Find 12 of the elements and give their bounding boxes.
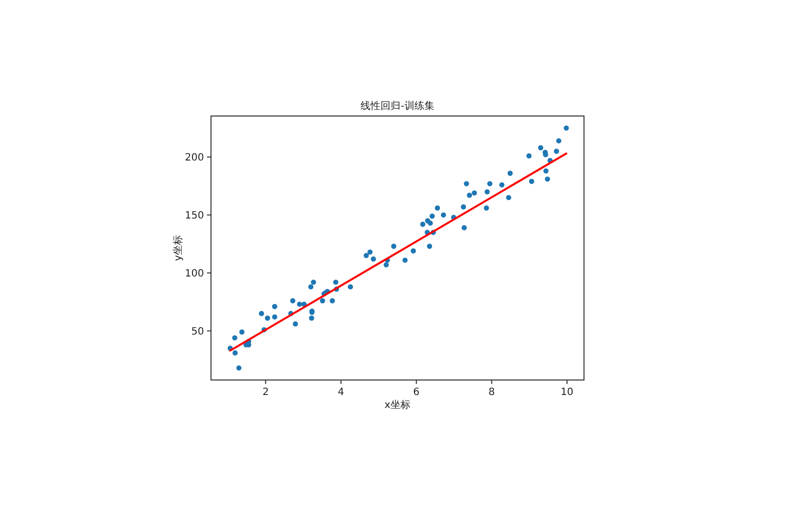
x-tick-label: 8 bbox=[488, 387, 495, 398]
y-tick-label: 150 bbox=[184, 210, 204, 222]
x-tick-label: 6 bbox=[413, 387, 420, 398]
y-tick-label: 200 bbox=[184, 152, 204, 164]
x-tick-label: 2 bbox=[262, 387, 269, 398]
y-axis-title: y坐标 bbox=[172, 235, 184, 261]
chart-title: 线性回归-训练集 bbox=[360, 100, 434, 112]
y-tick-label: 50 bbox=[191, 326, 204, 338]
x-axis-title: x坐标 bbox=[384, 399, 410, 411]
x-tick-label: 4 bbox=[338, 387, 344, 398]
x-tick-label: 10 bbox=[560, 387, 574, 398]
y-tick-label: 100 bbox=[184, 268, 204, 280]
